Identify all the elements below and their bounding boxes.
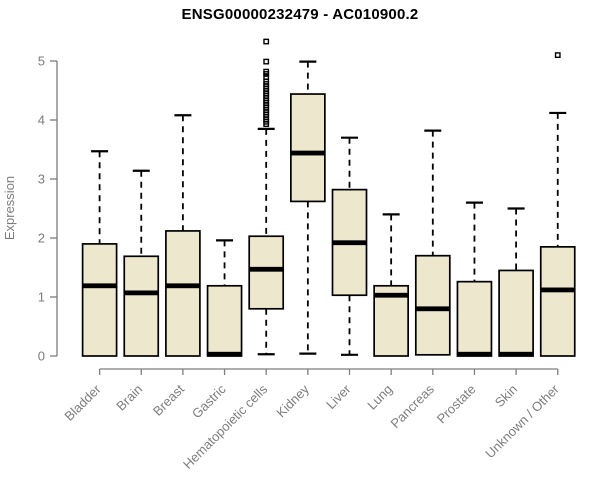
y-tick-label: 3 bbox=[38, 172, 45, 187]
x-tick-label-unknown-other: Unknown / Other bbox=[482, 381, 562, 461]
median-line bbox=[124, 290, 159, 296]
y-axis-title: Expression bbox=[2, 176, 17, 240]
y-tick-label: 0 bbox=[38, 349, 45, 364]
iqr-box bbox=[456, 280, 493, 357]
iqr-box bbox=[290, 93, 326, 203]
outlier-point bbox=[263, 38, 270, 45]
x-tick-label-liver: Liver bbox=[323, 381, 354, 412]
x-tick-label-lung: Lung bbox=[364, 382, 395, 413]
box-bladder bbox=[81, 150, 118, 357]
y-axis: 0 1 2 3 4 5 Expression bbox=[2, 54, 58, 364]
outlier-point bbox=[263, 58, 270, 65]
x-tick-label-bladder: Bladder bbox=[61, 381, 104, 424]
iqr-box bbox=[248, 235, 285, 310]
box-lung bbox=[373, 213, 409, 357]
iqr-box bbox=[539, 246, 576, 357]
box-brain bbox=[123, 169, 160, 357]
box-kidney bbox=[290, 60, 326, 355]
iqr-box bbox=[81, 243, 118, 357]
iqr-box bbox=[165, 230, 201, 357]
outlier-point bbox=[554, 52, 561, 59]
box-breast bbox=[165, 114, 201, 357]
median-line bbox=[207, 351, 242, 357]
median-line bbox=[457, 351, 492, 357]
median-line bbox=[499, 351, 534, 357]
x-tick-label-breast: Breast bbox=[150, 381, 187, 418]
median-line bbox=[332, 240, 367, 246]
median-line bbox=[415, 306, 450, 312]
box-gastric bbox=[206, 239, 243, 357]
box-hematopoietic-cells bbox=[248, 38, 285, 356]
y-tick-label: 2 bbox=[38, 231, 45, 246]
iqr-box bbox=[498, 269, 534, 357]
box-liver bbox=[331, 136, 368, 356]
iqr-box bbox=[206, 284, 243, 357]
outlier-point bbox=[263, 74, 270, 80]
median-line bbox=[165, 283, 200, 289]
median-line bbox=[82, 283, 117, 289]
median-line bbox=[374, 292, 409, 298]
y-tick-label: 1 bbox=[38, 290, 45, 305]
median-line bbox=[249, 266, 284, 272]
x-tick-label-pancreas: Pancreas bbox=[387, 381, 437, 431]
box-skin bbox=[498, 207, 534, 357]
outlier-point bbox=[263, 121, 270, 128]
median-line bbox=[540, 287, 575, 293]
box-pancreas bbox=[414, 129, 451, 356]
x-tick-label-kidney: Kidney bbox=[273, 381, 312, 420]
x-tick-label-brain: Brain bbox=[113, 382, 145, 414]
median-line bbox=[290, 150, 325, 156]
x-tick-label-skin: Skin bbox=[492, 382, 520, 410]
iqr-box bbox=[123, 255, 160, 357]
box-unknown-other bbox=[539, 52, 576, 357]
box-prostate bbox=[456, 201, 493, 357]
iqr-box bbox=[414, 254, 451, 356]
y-tick-label: 4 bbox=[38, 113, 45, 128]
outlier-point bbox=[263, 71, 270, 77]
chart-title: ENSG00000232479 - AC010900.2 bbox=[181, 6, 419, 23]
y-tick-label: 5 bbox=[38, 54, 45, 69]
x-tick-label-gastric: Gastric bbox=[189, 381, 229, 421]
x-tick-label-prostate: Prostate bbox=[434, 382, 479, 427]
